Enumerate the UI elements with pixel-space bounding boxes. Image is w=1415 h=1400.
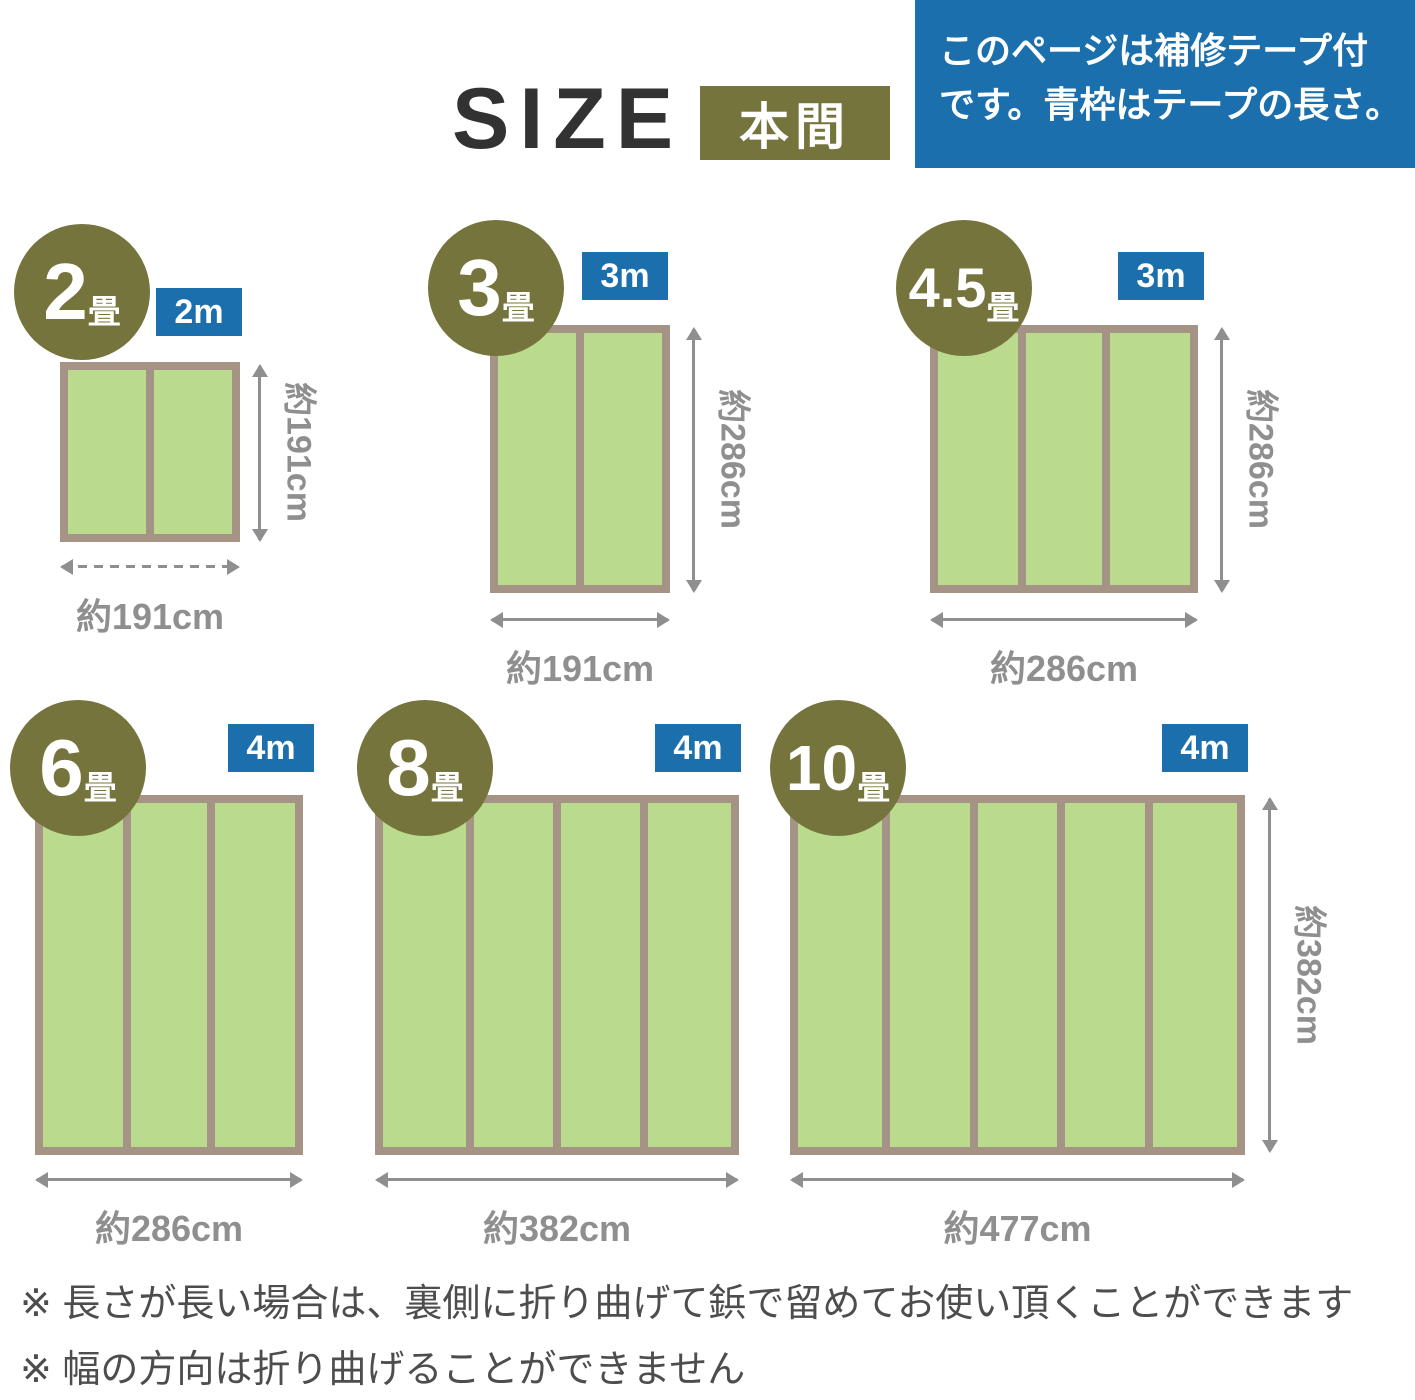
width-arrow bbox=[930, 611, 1198, 628]
height-arrow bbox=[1213, 327, 1230, 593]
rug-divider bbox=[881, 803, 890, 1147]
rug-divider bbox=[1057, 803, 1066, 1147]
width-arrow bbox=[375, 1171, 739, 1188]
width-label: 約382cm bbox=[482, 1208, 632, 1249]
size-number: 8 bbox=[386, 723, 431, 812]
rug-divider bbox=[553, 803, 561, 1147]
height-arrow bbox=[1261, 797, 1278, 1153]
rug-divider bbox=[466, 803, 474, 1147]
width-label: 約191cm bbox=[505, 648, 655, 689]
size-badge: 8 畳 bbox=[357, 700, 493, 836]
rug-divider bbox=[1145, 803, 1154, 1147]
rug bbox=[490, 325, 670, 593]
width-arrow bbox=[790, 1171, 1245, 1188]
footnote-fold-length: ※ 長さが長い場合は、裏側に折り曲げて鋲で留めてお使い頂くことができます bbox=[20, 1283, 1354, 1325]
size-unit: 畳 bbox=[83, 769, 117, 806]
size-number: 2 bbox=[43, 247, 88, 336]
size-unit: 畳 bbox=[986, 289, 1020, 326]
width-label: 約286cm bbox=[989, 648, 1139, 689]
rug bbox=[375, 795, 739, 1155]
size-badge: 10 畳 bbox=[770, 700, 906, 836]
size-unit: 畳 bbox=[501, 289, 535, 326]
width-label: 約286cm bbox=[94, 1208, 244, 1249]
width-arrow bbox=[35, 1171, 303, 1188]
rug-divider bbox=[1102, 333, 1110, 585]
tape-length-badge: 4m bbox=[228, 724, 314, 772]
size-badge: 4.5 畳 bbox=[896, 220, 1032, 356]
size-number: 4.5 bbox=[908, 256, 987, 319]
rug-divider bbox=[122, 803, 131, 1147]
width-arrow bbox=[60, 558, 240, 575]
height-arrow bbox=[685, 327, 702, 593]
tape-length-badge: 2m bbox=[156, 288, 242, 336]
rug bbox=[930, 325, 1198, 593]
height-arrow bbox=[251, 364, 268, 542]
tape-length-badge: 4m bbox=[1162, 724, 1248, 772]
height-label: 約286cm bbox=[713, 389, 752, 529]
tape-notice-line2: です。青枠はテープの長さ。 bbox=[939, 84, 1402, 125]
rug-divider bbox=[207, 803, 215, 1147]
height-label: 約286cm bbox=[1241, 389, 1280, 529]
rug-divider bbox=[576, 333, 584, 585]
honma-size-badge: 本間 bbox=[700, 86, 890, 160]
tape-notice-box: このページは補修テープ付 です。青枠はテープの長さ。 bbox=[915, 0, 1415, 168]
footnote-fold-width: ※ 幅の方向は折り曲げることができません bbox=[20, 1349, 746, 1391]
width-label: 約191cm bbox=[75, 596, 225, 637]
rug-divider bbox=[640, 803, 648, 1147]
size-number: 6 bbox=[39, 723, 84, 812]
page-title: SIZE bbox=[452, 71, 684, 167]
height-label: 約191cm bbox=[279, 382, 318, 522]
rug-divider bbox=[969, 803, 978, 1147]
size-unit: 畳 bbox=[87, 293, 121, 330]
tape-length-badge: 3m bbox=[1118, 252, 1204, 300]
rug bbox=[790, 795, 1245, 1155]
tape-length-badge: 3m bbox=[582, 252, 668, 300]
height-label: 約382cm bbox=[1289, 905, 1328, 1045]
rug bbox=[35, 795, 303, 1155]
rug-divider bbox=[1017, 333, 1026, 585]
width-label: 約477cm bbox=[943, 1208, 1092, 1249]
size-unit: 畳 bbox=[857, 769, 891, 806]
rug bbox=[60, 362, 240, 542]
rug-divider bbox=[146, 370, 154, 534]
tape-length-badge: 4m bbox=[655, 724, 741, 772]
size-badge: 2 畳 bbox=[14, 224, 150, 360]
size-unit: 畳 bbox=[430, 769, 464, 806]
tape-notice-line1: このページは補修テープ付 bbox=[939, 30, 1369, 71]
size-number: 3 bbox=[457, 243, 502, 332]
size-badge: 6 畳 bbox=[10, 700, 146, 836]
size-badge: 3 畳 bbox=[428, 220, 564, 356]
width-arrow bbox=[490, 611, 670, 628]
size-number: 10 bbox=[785, 732, 858, 804]
